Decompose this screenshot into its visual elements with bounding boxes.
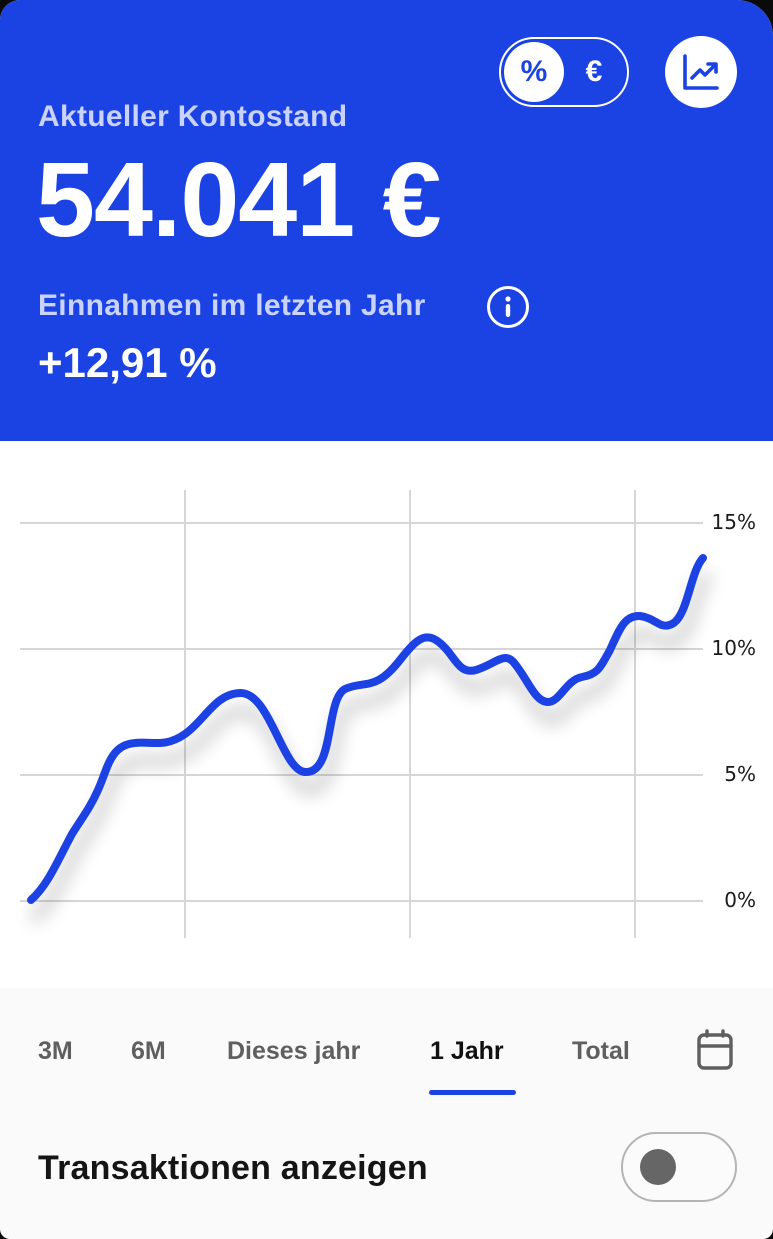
range-tabs: 3M 6M Dieses jahr 1 Jahr Total xyxy=(0,988,773,1108)
balance-label: Aktueller Kontostand xyxy=(38,100,348,133)
trending-up-chart-icon xyxy=(683,54,719,90)
y-tick-5: 5% xyxy=(724,762,756,786)
balance-value: 54.041 € xyxy=(36,141,442,259)
tab-3m[interactable]: 3M xyxy=(38,1037,73,1065)
show-transactions-label: Transaktionen anzeigen xyxy=(38,1149,428,1187)
unit-toggle[interactable]: % € xyxy=(499,37,629,107)
chart-view-button[interactable] xyxy=(665,36,737,108)
y-tick-0: 0% xyxy=(724,888,756,912)
tab-total[interactable]: Total xyxy=(572,1037,630,1065)
calendar-icon[interactable] xyxy=(694,1028,736,1072)
toggle-knob xyxy=(640,1149,676,1185)
performance-line xyxy=(27,554,707,904)
y-tick-15: 15% xyxy=(711,510,756,534)
y-tick-10: 10% xyxy=(711,636,756,660)
unit-option-percent[interactable]: % xyxy=(504,42,564,102)
performance-chart: 15% 10% 5% 0% xyxy=(0,441,773,988)
grid-lines xyxy=(20,490,703,938)
tab-this-year[interactable]: Dieses jahr xyxy=(227,1037,361,1065)
income-label: Einnahmen im letzten Jahr xyxy=(38,289,426,322)
unit-option-euro[interactable]: € xyxy=(585,55,603,88)
tab-6m[interactable]: 6M xyxy=(131,1037,166,1065)
active-tab-indicator xyxy=(429,1090,516,1095)
chart-canvas xyxy=(20,490,707,938)
balance-header: % € Aktueller Kontostand 54.041 € Einnah… xyxy=(0,0,773,441)
info-icon[interactable] xyxy=(486,285,530,329)
show-transactions-toggle[interactable] xyxy=(621,1132,737,1202)
income-value: +12,91 % xyxy=(38,339,217,386)
tab-1-year[interactable]: 1 Jahr xyxy=(430,1037,504,1065)
